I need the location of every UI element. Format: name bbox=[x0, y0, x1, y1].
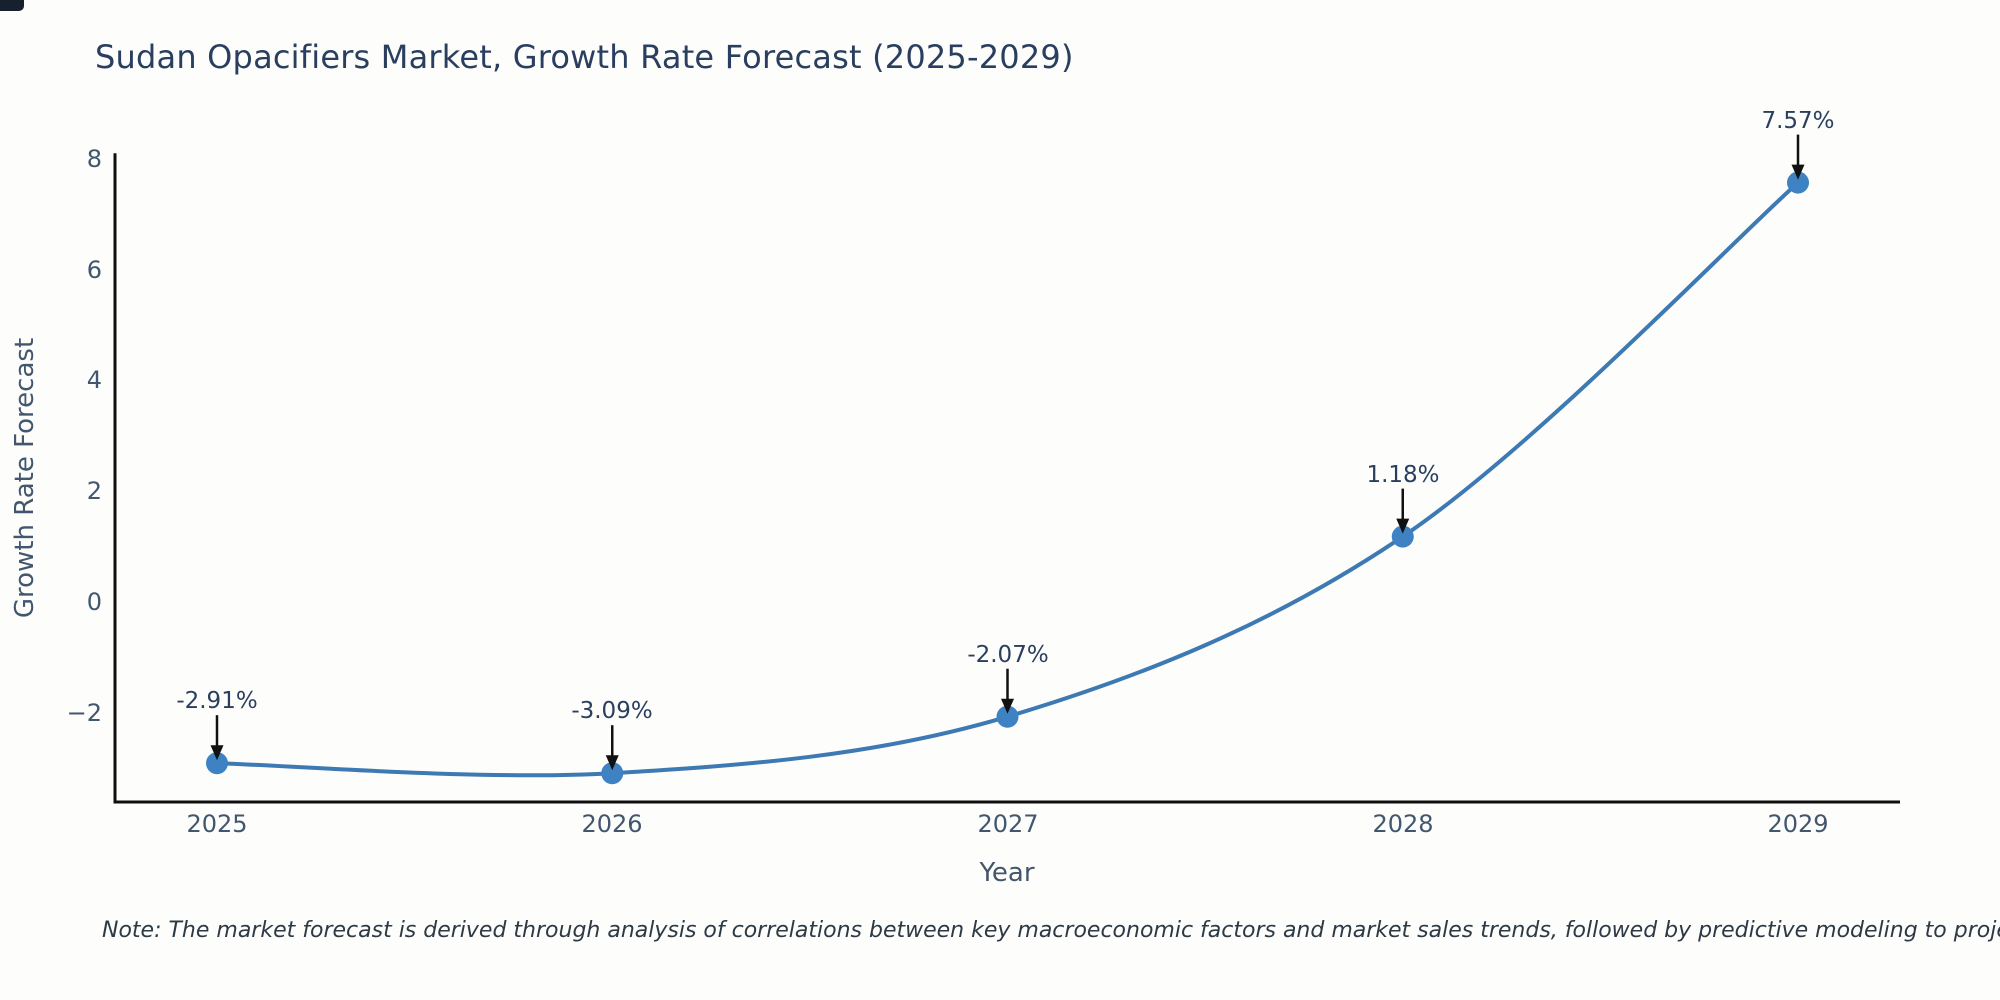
annotation-arrow-head bbox=[605, 755, 619, 771]
y-tick-label: 2 bbox=[86, 477, 102, 505]
x-tick-label: 2026 bbox=[581, 810, 643, 838]
x-tick-label: 2027 bbox=[977, 810, 1039, 838]
data-point-marker bbox=[1787, 171, 1809, 194]
point-annotation: -2.91% bbox=[176, 688, 258, 714]
point-annotation: -2.07% bbox=[967, 642, 1049, 668]
data-point-marker bbox=[206, 752, 228, 775]
y-tick-label: 4 bbox=[86, 366, 102, 394]
annotation-arrow-head bbox=[1001, 698, 1014, 714]
footnote: Note: The market forecast is derived thr… bbox=[102, 918, 2000, 943]
annotation-arrow-head bbox=[210, 745, 224, 761]
x-tick-label: 2029 bbox=[1767, 810, 1829, 838]
corner-artifact bbox=[0, 0, 24, 11]
data-point-marker bbox=[996, 705, 1019, 728]
point-annotation: 1.18% bbox=[1366, 462, 1440, 488]
y-tick-label: 0 bbox=[86, 588, 102, 616]
series-line bbox=[216, 181, 1800, 778]
y-tick-label: 6 bbox=[86, 256, 102, 284]
annotation-arrow-head bbox=[1396, 518, 1410, 534]
x-tick-label: 2025 bbox=[186, 810, 248, 838]
data-point-marker bbox=[1391, 525, 1414, 548]
x-tick-label: 2028 bbox=[1372, 810, 1434, 838]
y-tick-label: −2 bbox=[66, 699, 102, 727]
x-axis-title: Year bbox=[979, 858, 1035, 888]
annotation-arrow-head bbox=[1791, 164, 1805, 180]
point-annotation: -3.09% bbox=[571, 698, 653, 724]
y-tick-label: 8 bbox=[86, 145, 102, 173]
chart-title: Sudan Opacifiers Market, Growth Rate For… bbox=[95, 38, 1074, 76]
data-point-marker bbox=[601, 762, 624, 785]
y-axis-title: Growth Rate Forecast bbox=[10, 337, 40, 619]
point-annotation: 7.57% bbox=[1761, 108, 1835, 134]
